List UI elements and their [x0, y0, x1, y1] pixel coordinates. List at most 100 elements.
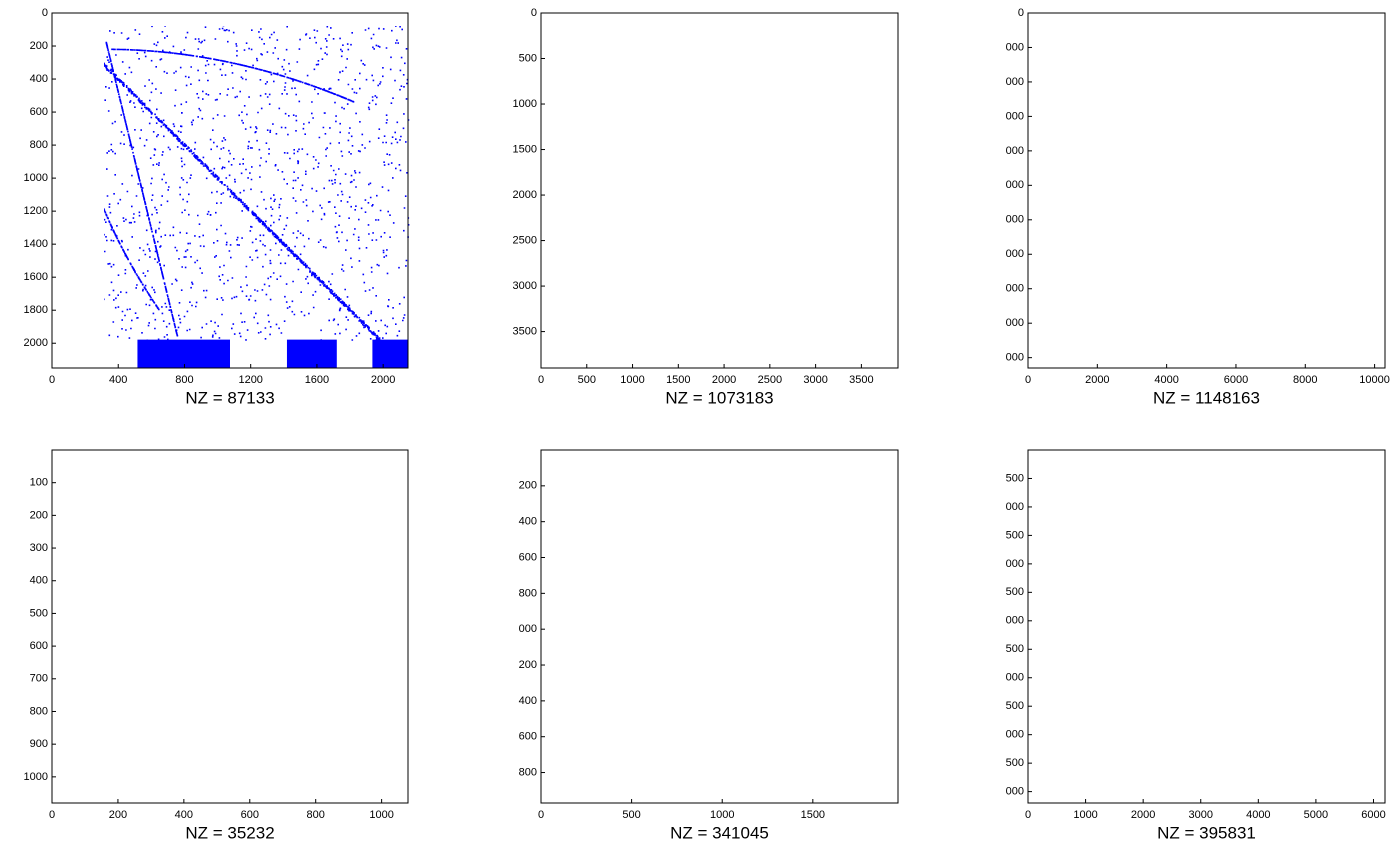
- y-tick-label: 1000: [24, 172, 48, 184]
- x-tick-label: 0: [49, 374, 55, 386]
- y-tick-label: 500: [1006, 643, 1024, 655]
- y-tick-label: 400: [30, 575, 48, 587]
- x-tick-label: 1000: [369, 809, 393, 821]
- y-tick-label: 0: [1018, 7, 1024, 19]
- sparsity-pattern: [1028, 450, 1387, 803]
- y-tick-label: 400: [519, 516, 537, 528]
- y-tick-label: 000: [1006, 558, 1024, 570]
- x-tick-label: 200: [109, 809, 127, 821]
- y-tick-label: 700: [30, 673, 48, 685]
- x-axis-label: NZ = 35232: [185, 823, 274, 842]
- x-tick-label: 1500: [666, 374, 690, 386]
- x-axis-label: NZ = 395831: [1157, 823, 1256, 842]
- x-tick-label: 3500: [849, 374, 873, 386]
- spy-panel: 0 400 800 1200 1600 2000 0 200 400 600 800 1000 1200…: [24, 7, 410, 407]
- y-tick-label: 500: [519, 52, 537, 64]
- y-tick-label: 000: [1006, 41, 1024, 53]
- y-tick-label: 0: [42, 7, 48, 19]
- y-tick-label: 500: [1006, 472, 1024, 484]
- x-tick-label: 0: [49, 809, 55, 821]
- y-tick-label: 1200: [24, 205, 48, 217]
- y-tick-label: 800: [519, 587, 537, 599]
- y-tick-label: 600: [519, 551, 537, 563]
- x-tick-label: 1000: [710, 809, 734, 821]
- y-tick-label: 800: [30, 705, 48, 717]
- spy-panel: 0 500 1000 1500 200 400 600 800 000 200 400 600 800 N…: [519, 449, 900, 842]
- x-tick-label: 1000: [1073, 809, 1097, 821]
- y-tick-label: 500: [1006, 700, 1024, 712]
- x-tick-label: 500: [622, 809, 640, 821]
- plot-frame: [540, 449, 899, 804]
- y-tick-label: 200: [30, 509, 48, 521]
- y-tick-label: 1000: [24, 771, 48, 783]
- y-tick-label: 500: [1006, 757, 1024, 769]
- x-tick-label: 0: [538, 809, 544, 821]
- y-tick-label: 300: [30, 542, 48, 554]
- x-axis-label: NZ = 1148163: [1153, 388, 1260, 407]
- y-tick-label: 100: [30, 477, 48, 489]
- y-tick-label: 800: [519, 766, 537, 778]
- sparsity-pattern: [104, 26, 410, 368]
- y-tick-label: 1500: [513, 143, 537, 155]
- plot-frame: [1027, 449, 1386, 804]
- y-tick-label: 600: [519, 731, 537, 743]
- y-tick-label: 000: [1006, 786, 1024, 798]
- x-tick-label: 1200: [238, 374, 262, 386]
- y-tick-label: 000: [1006, 729, 1024, 741]
- x-tick-label: 400: [109, 374, 127, 386]
- y-tick-label: 000: [1006, 214, 1024, 226]
- y-tick-label: 0: [531, 7, 537, 19]
- x-tick-label: 1000: [620, 374, 644, 386]
- x-tick-label: 0: [538, 374, 544, 386]
- x-tick-label: 3000: [1188, 809, 1212, 821]
- plot-frame: [540, 12, 899, 369]
- y-tick-label: 1800: [24, 304, 48, 316]
- y-tick-label: 500: [30, 607, 48, 619]
- sparsity-pattern: [52, 450, 409, 803]
- x-tick-label: 4000: [1246, 809, 1270, 821]
- x-tick-label: 2000: [712, 374, 736, 386]
- x-tick-label: 800: [175, 374, 193, 386]
- y-tick-label: 000: [1006, 248, 1024, 260]
- y-tick-label: 500: [1006, 529, 1024, 541]
- y-tick-label: 000: [1006, 76, 1024, 88]
- x-tick-label: 0: [1025, 374, 1031, 386]
- sparsity-pattern: [541, 450, 900, 803]
- x-tick-label: 2500: [758, 374, 782, 386]
- y-tick-label: 000: [1006, 283, 1024, 295]
- x-tick-label: 1600: [305, 374, 329, 386]
- y-tick-label: 200: [519, 480, 537, 492]
- y-tick-label: 900: [30, 738, 48, 750]
- y-tick-label: 000: [519, 623, 537, 635]
- spy-panel: 0 200 400 600 800 1000 100 200 300 400 500 600 700 80…: [24, 449, 409, 842]
- x-tick-label: 400: [175, 809, 193, 821]
- x-tick-label: 10000: [1359, 374, 1390, 386]
- y-tick-label: 400: [519, 695, 537, 707]
- x-tick-label: 500: [578, 374, 596, 386]
- plot-frame: [51, 12, 409, 369]
- y-tick-label: 000: [1006, 615, 1024, 627]
- y-tick-label: 3000: [513, 280, 537, 292]
- x-tick-label: 600: [241, 809, 259, 821]
- x-tick-label: 6000: [1361, 809, 1385, 821]
- x-tick-label: 2000: [1085, 374, 1109, 386]
- y-tick-label: 000: [1006, 352, 1024, 364]
- y-tick-label: 800: [30, 139, 48, 151]
- x-tick-label: 1500: [801, 809, 825, 821]
- spy-panel: 0 2000 4000 6000 8000 10000000000000000000000…: [1006, 7, 1390, 408]
- y-tick-label: 000: [1006, 179, 1024, 191]
- x-tick-label: 2000: [371, 374, 395, 386]
- y-tick-label: 600: [30, 106, 48, 118]
- y-tick-label: 2000: [24, 337, 48, 349]
- x-axis-label: NZ = 1073183: [665, 388, 773, 407]
- x-tick-label: 5000: [1304, 809, 1328, 821]
- y-tick-label: 400: [30, 73, 48, 85]
- x-tick-label: 8000: [1293, 374, 1317, 386]
- x-tick-label: 4000: [1154, 374, 1178, 386]
- x-tick-label: 800: [307, 809, 325, 821]
- y-tick-label: 000: [1006, 317, 1024, 329]
- x-axis-label: NZ = 341045: [670, 823, 769, 842]
- plot-frame: [1027, 12, 1386, 369]
- y-tick-label: 1600: [24, 271, 48, 283]
